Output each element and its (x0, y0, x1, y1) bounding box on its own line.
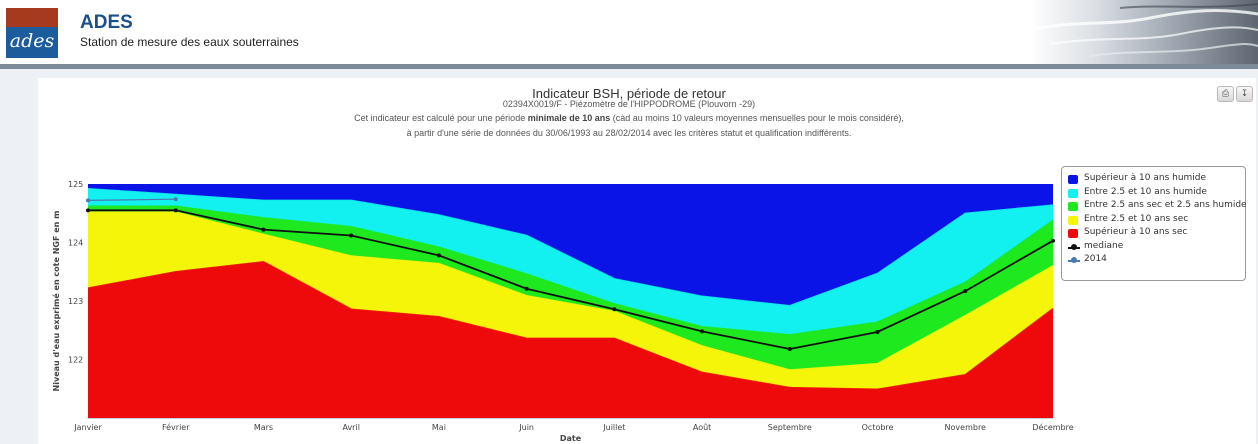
legend-label: Entre 2.5 et 10 ans humide (1084, 186, 1207, 197)
band-5 (88, 261, 1053, 418)
y-axis-title: Niveau d'eau exprimé en cote NGF en m (51, 211, 61, 392)
app-subtitle: Station de mesure des eaux souterraines (80, 35, 299, 49)
series-point-mediane (261, 227, 266, 232)
band-edge-4 (88, 211, 1054, 371)
desc-bold: minimale de 10 ans (527, 113, 611, 123)
logo-text: ades (9, 30, 55, 52)
x-axis-title: Date (560, 434, 582, 443)
download-icon: ↧ (1240, 89, 1249, 99)
x-tick-label: Mai (432, 423, 446, 432)
series-point-mediane (787, 346, 792, 351)
y-tick-label: 124 (68, 239, 83, 248)
x-tick-label: Août (693, 423, 711, 432)
x-tick-label: Juillet (602, 423, 625, 432)
chart-title: Indicateur BSH, période de retour (532, 86, 726, 101)
series-point-mediane (875, 330, 880, 335)
series-line-mediane (88, 209, 1054, 350)
app-header: ades ADES Station de mesure des eaux sou… (0, 0, 1258, 64)
chart-description: Cet indicateur est calculé pour une péri… (0, 113, 1258, 123)
legend-swatch (1068, 215, 1078, 225)
legend-marker (1071, 243, 1077, 250)
series-point-mediane (524, 286, 529, 291)
series-point-mediane (86, 208, 90, 213)
header-water-image (1030, 0, 1258, 64)
legend-swatch (1068, 175, 1078, 184)
chart-station: 02394X0019/F - Piézomètre de l'HIPPODROM… (502, 99, 756, 109)
chart-legend: Supérieur à 10 ans humide Entre 2.5 et 10… (1061, 166, 1247, 281)
x-tick-label: Mars (254, 423, 273, 432)
print-icon: ⎙ (1221, 89, 1230, 99)
header-separator (0, 64, 1258, 69)
legend-marker (1071, 257, 1077, 263)
app-name: ADES (80, 12, 133, 33)
series-line-2014 (87, 198, 176, 201)
series-point-mediane (173, 208, 178, 213)
legend-swatch (1068, 188, 1078, 198)
series-point-mediane (963, 289, 968, 294)
legend-label: Supérieur à 10 ans sec (1084, 227, 1188, 237)
legend-label: Entre 2.5 et 10 ans sec (1084, 213, 1189, 224)
ades-logo[interactable]: ades (6, 8, 58, 58)
x-tick-label: Décembre (1032, 422, 1073, 432)
legend-swatch (1068, 202, 1078, 211)
desc-pre: Cet indicateur est calculé pour une péri… (354, 113, 528, 123)
series-point-mediane (349, 233, 354, 238)
series-point-mediane (1051, 238, 1055, 243)
series-point-2014 (173, 197, 178, 202)
y-tick-label: 122 (68, 356, 83, 365)
x-tick-label: Juin (518, 423, 534, 432)
legend-label: Supérieur à 10 ans humide (1084, 173, 1207, 183)
x-tick-label: Octobre (862, 423, 894, 432)
y-tick-label: 123 (68, 297, 83, 306)
band-edge-3 (88, 205, 1054, 336)
series-point-mediane (436, 253, 441, 258)
band-edge-2 (87, 187, 1054, 307)
series-point-mediane (612, 307, 617, 312)
x-tick-label: Janvier (73, 423, 102, 432)
chart-description-line2: à partir d'une série de données du 30/06… (406, 128, 852, 138)
x-tick-label: Février (162, 422, 190, 432)
series-point-2014 (86, 198, 90, 203)
desc-post: (càd au moins 10 valeurs moyennes mensue… (610, 113, 904, 123)
print-button[interactable]: ⎙ (1217, 86, 1234, 102)
download-button[interactable]: ↧ (1236, 86, 1253, 102)
y-tick-label: 125 (68, 180, 83, 189)
x-tick-label: Novembre (945, 423, 987, 432)
x-tick-label: Septembre (768, 423, 812, 432)
legend-label: 2014 (1084, 254, 1107, 264)
legend-label: Entre 2.5 ans sec et 2.5 ans humide (1084, 200, 1247, 210)
legend-label: mediane (1084, 240, 1124, 251)
band-edge-5 (87, 261, 1054, 391)
series-point-mediane (700, 329, 705, 334)
legend-swatch (1068, 229, 1078, 238)
x-tick-label: Avril (342, 423, 359, 432)
